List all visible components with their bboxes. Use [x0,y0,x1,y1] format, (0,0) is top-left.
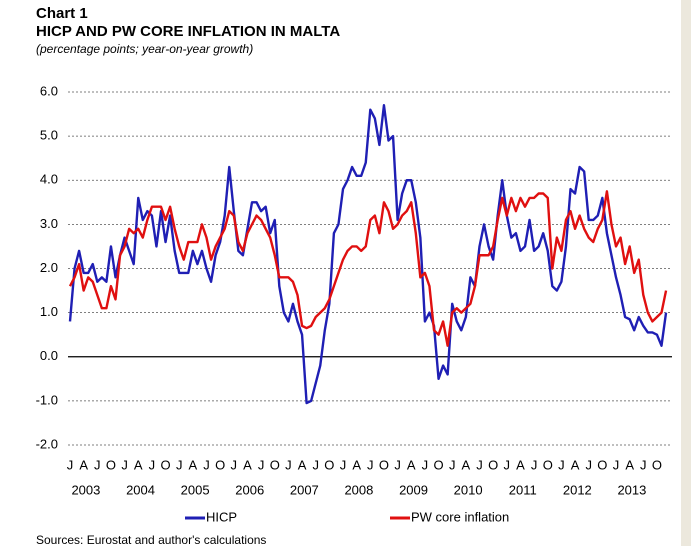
x-tick-label: J [203,457,210,472]
x-tick-label: A [516,457,525,472]
chart-source: Sources: Eurostat and author's calculati… [36,533,266,546]
x-tick-label: O [597,457,607,472]
x-tick-label: J [640,457,647,472]
x-year-label: 2005 [181,482,210,497]
series-line [68,104,668,405]
y-tick-label: -1.0 [36,392,58,407]
x-year-label: 2012 [563,482,592,497]
x-year-label: 2003 [71,482,100,497]
chart-subtitle: (percentage points; year-on-year growth) [36,42,253,56]
x-tick-label: O [324,457,334,472]
chart-title: HICP AND PW CORE INFLATION IN MALTA [36,23,340,40]
x-tick-label: A [134,457,143,472]
x-tick-label: A [462,457,471,472]
x-tick-label: J [340,457,347,472]
x-tick-label: O [270,457,280,472]
series-line [68,190,668,347]
x-tick-label: J [613,457,620,472]
x-year-label: 2011 [509,482,537,497]
x-year-label: 2004 [126,482,155,497]
x-tick-label: A [407,457,416,472]
legend-label: HICP [206,509,237,524]
x-tick-label: A [625,457,634,472]
x-tick-label: J [312,457,319,472]
x-tick-label: O [652,457,662,472]
y-tick-label: 2.0 [40,260,58,275]
chart-label: Chart 1 [36,5,88,22]
x-tick-label: J [94,457,101,472]
x-tick-label: O [433,457,443,472]
x-tick-label: J [231,457,238,472]
x-tick-label: J [121,457,128,472]
x-tick-label: O [543,457,553,472]
x-tick-label: O [160,457,170,472]
x-tick-label: J [394,457,401,472]
x-tick-label: O [488,457,498,472]
x-tick-label: O [379,457,389,472]
x-tick-label: A [298,457,307,472]
x-year-label: 2013 [617,482,646,497]
x-tick-label: J [67,457,74,472]
x-tick-label: O [106,457,116,472]
x-tick-label: J [585,457,592,472]
x-tick-label: J [176,457,183,472]
x-tick-label: A [243,457,252,472]
x-year-label: 2009 [399,482,428,497]
x-tick-label: A [352,457,361,472]
x-tick-label: J [476,457,483,472]
x-tick-label: J [367,457,374,472]
x-tick-label: J [258,457,265,472]
y-tick-label: 5.0 [40,128,58,143]
x-tick-label: A [189,457,198,472]
y-tick-label: 0.0 [40,348,58,363]
y-tick-label: 4.0 [40,172,58,187]
y-tick-label: 3.0 [40,216,58,231]
x-tick-label: J [504,457,511,472]
x-year-label: 2006 [235,482,264,497]
x-tick-label: J [285,457,292,472]
y-tick-label: 6.0 [40,83,58,98]
x-tick-label: A [571,457,580,472]
x-year-label: 2010 [454,482,483,497]
x-tick-label: J [149,457,156,472]
x-year-label: 2007 [290,482,319,497]
x-tick-label: J [531,457,538,472]
x-tick-label: O [215,457,225,472]
legend-label: PW core inflation [411,509,509,524]
x-tick-label: A [79,457,88,472]
x-year-label: 2008 [344,482,373,497]
y-tick-label: -2.0 [36,436,58,451]
y-tick-label: 1.0 [40,304,58,319]
x-tick-label: J [422,457,429,472]
x-tick-label: J [558,457,565,472]
x-tick-label: J [449,457,456,472]
